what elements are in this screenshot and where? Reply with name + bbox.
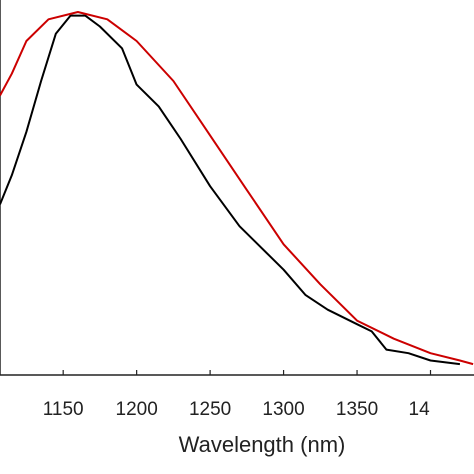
x-axis-title: Wavelength (nm) bbox=[179, 432, 346, 457]
x-tick-label: 1200 bbox=[116, 399, 158, 420]
x-tick-label: 1150 bbox=[43, 399, 84, 420]
x-tick-label: 1350 bbox=[336, 399, 378, 420]
line-series bbox=[0, 11, 474, 366]
x-tick-label: 1250 bbox=[189, 399, 231, 420]
x-tick-label: 1300 bbox=[262, 399, 304, 420]
x-tick-label: 14 bbox=[409, 399, 431, 420]
line-series bbox=[0, 14, 461, 366]
